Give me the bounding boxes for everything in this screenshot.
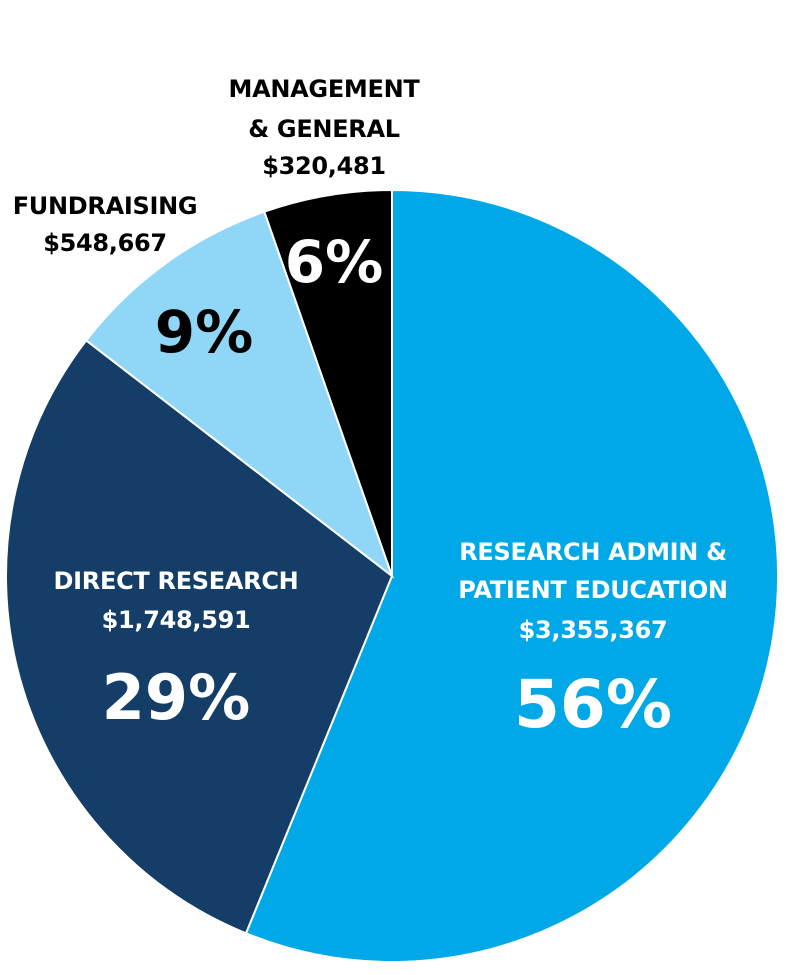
- slice-label-direct-research-line-1: DIRECT RESEARCH: [54, 567, 299, 595]
- slice-amount-fundraising: $548,667: [43, 229, 167, 257]
- slice-percent-fundraising: 9%: [155, 298, 253, 366]
- slice-amount-research-admin-patient-education: $3,355,367: [519, 616, 668, 644]
- slice-percent-management-general: 6%: [285, 228, 383, 296]
- pie-slice-research-admin-patient-education: [244, 188, 779, 963]
- slice-label-management-general-line-1: MANAGEMENT: [229, 75, 421, 103]
- slice-label-research-admin-patient-education-line-1: RESEARCH ADMIN &: [459, 538, 727, 566]
- slice-amount-direct-research: $1,748,591: [102, 606, 251, 634]
- pie-labels: RESEARCH ADMIN & PATIENT EDUCATION $3,355,…: [13, 75, 728, 743]
- slice-label-management-general-line-2: & GENERAL: [248, 115, 400, 143]
- slice-label-research-admin-patient-education-line-2: PATIENT EDUCATION: [458, 576, 727, 604]
- pie-slices: [5, 188, 779, 963]
- slice-amount-management-general: $320,481: [262, 152, 386, 180]
- slice-percent-direct-research: 29%: [102, 661, 250, 734]
- pie-slice-management-general: [263, 188, 393, 577]
- pie-slice-direct-research: [5, 338, 394, 935]
- pie-slice-fundraising: [84, 210, 395, 579]
- slice-percent-research-admin-patient-education: 56%: [514, 666, 672, 743]
- slice-label-fundraising-line-1: FUNDRAISING: [13, 192, 198, 220]
